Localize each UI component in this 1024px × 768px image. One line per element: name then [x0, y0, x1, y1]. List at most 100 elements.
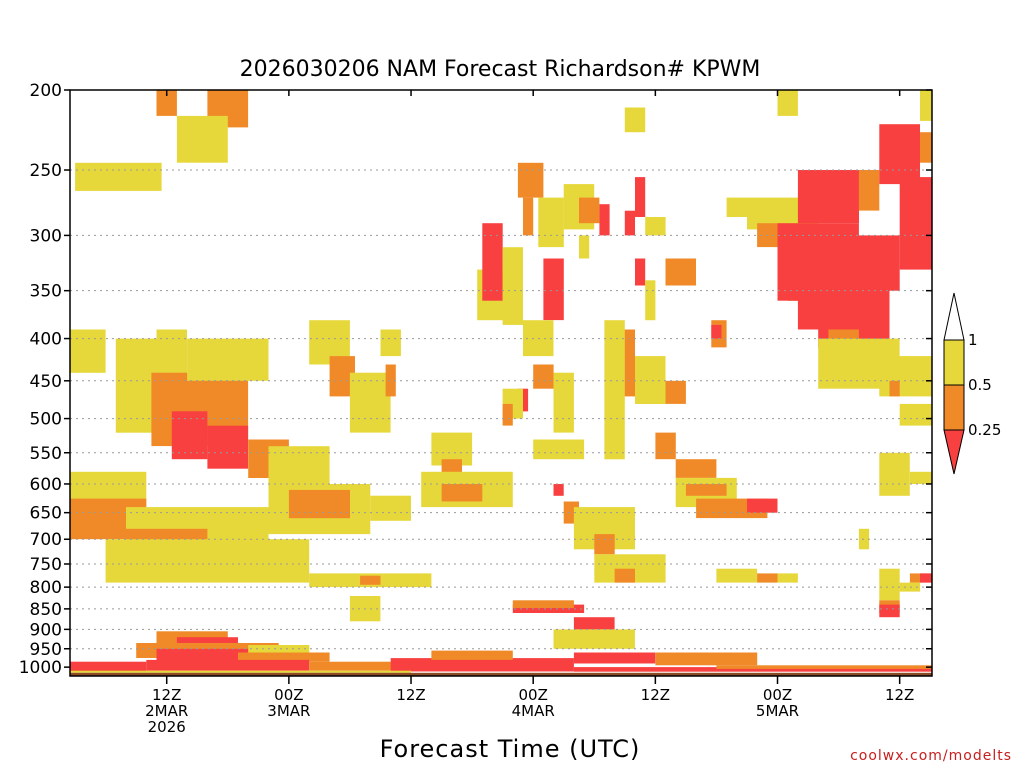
y-tick-label-750: 750: [30, 555, 62, 575]
heatmap-cell-47: [502, 403, 513, 426]
heatmap-cell-68: [635, 356, 666, 404]
heatmap-cell-39: [523, 197, 534, 236]
heatmap-cell-10: [207, 425, 249, 469]
heatmap-cell-112: [899, 582, 921, 592]
heatmap-cell-6: [115, 338, 157, 433]
heatmap-cell-0: [75, 162, 162, 191]
heatmap-cell-71: [675, 459, 717, 478]
heatmap-cells: [70, 90, 932, 673]
heatmap-cell-130: [573, 667, 932, 672]
heatmap-cell-96: [920, 132, 932, 163]
x-tick-label-0-1: 12Z: [152, 686, 181, 704]
heatmap-cell-59: [624, 107, 646, 133]
heatmap-cell-36: [482, 223, 503, 301]
heatmap-cell-123: [431, 650, 513, 660]
y-tick-label-850: 850: [30, 600, 62, 620]
y-tick-label-400: 400: [30, 330, 62, 350]
colorbar-top-triangle: [943, 292, 965, 341]
y-tick-label-900: 900: [30, 620, 62, 640]
heatmap-cell-81: [777, 573, 798, 583]
x-tick-label-2-1: 12Z: [396, 686, 425, 704]
heatmap-cell-93: [858, 170, 880, 211]
heatmap-cell-49: [579, 197, 600, 224]
heatmap-cell-100: [879, 356, 932, 397]
heatmap-cell-80: [757, 573, 778, 583]
heatmap-cell-53: [553, 484, 564, 496]
y-tick-label-600: 600: [30, 475, 62, 495]
x-axis-label: Forecast Time (UTC): [380, 735, 641, 763]
x-tick-label-0-3: 2026: [148, 718, 186, 736]
heatmap-cell-60: [635, 177, 646, 217]
colorbar-label-1: 1: [968, 331, 978, 349]
heatmap-cell-69: [665, 380, 686, 404]
heatmap-cell-23: [105, 539, 310, 583]
colorbar: 1 0.5 0.25: [943, 292, 1001, 475]
colorbar-label-0.25: 0.25: [968, 421, 1001, 439]
heatmap-cell-25: [288, 489, 350, 519]
heatmap-cell-113: [156, 631, 228, 643]
heatmap-cell-107: [879, 568, 900, 601]
heatmap-cell-67: [604, 320, 625, 460]
heatmap-cell-51: [579, 235, 590, 259]
x-tick-label-3-2: 4MAR: [512, 702, 555, 720]
heatmap-cell-61: [624, 210, 635, 236]
heatmap-cell-124: [512, 604, 585, 613]
heatmap-cell-127: [553, 629, 635, 649]
heatmap-cell-65: [645, 280, 656, 321]
heatmap-cell-58: [614, 568, 635, 583]
y-tick-label-450: 450: [30, 372, 62, 392]
heatmap-cell-62: [645, 217, 666, 236]
heatmap-cell-5: [70, 329, 106, 373]
heatmap-cell-34: [411, 573, 432, 588]
heatmap-cell-118: [238, 652, 330, 662]
heatmap-cell-17: [385, 364, 396, 397]
heatmap-cell-40: [538, 197, 564, 248]
heatmap-cell-64: [635, 258, 646, 286]
colorbar-label-0.5: 0.5: [968, 376, 992, 394]
x-tick-label-5-2: 5MAR: [756, 702, 799, 720]
y-tick-label-550: 550: [30, 444, 62, 464]
heatmap-cell-86: [797, 170, 859, 224]
colorbar-yellow: [943, 339, 965, 386]
heatmap-cell-78: [726, 197, 747, 217]
heatmap-cell-1: [156, 90, 177, 116]
heatmap-cell-120: [146, 659, 310, 671]
colorbar-bottom-triangle: [943, 429, 965, 475]
heatmap-cell-106: [858, 528, 870, 550]
surface-ground: [70, 672, 932, 676]
heatmap-cell-132: [70, 670, 411, 673]
x-tick-label-0-2: 2MAR: [145, 702, 188, 720]
heatmap-cell-28: [360, 575, 381, 585]
heatmap-cell-37: [502, 247, 523, 325]
heatmap-cell-75: [747, 498, 778, 513]
heatmap-cell-16: [380, 329, 401, 357]
heatmap-cell-38: [517, 162, 544, 198]
heatmap-cell-102: [899, 403, 932, 426]
heatmap-cell-41: [543, 258, 564, 321]
y-tick-label-200: 200: [30, 81, 62, 101]
plot-frame: [69, 89, 933, 677]
heatmap-cell-121: [309, 661, 411, 671]
surface-layer: [70, 672, 932, 676]
heatmap-cell-73: [685, 484, 727, 496]
heatmap-cell-52: [533, 439, 585, 460]
y-tick-label-1000: 1000: [19, 658, 62, 678]
y-tick-label-250: 250: [30, 161, 62, 181]
y-tick-label-500: 500: [30, 410, 62, 430]
y-tick-label-300: 300: [30, 226, 62, 246]
y-axis-ticks: 200 250 300 350 400 450 500 550 600 650 700 750 8008…: [19, 81, 932, 678]
heatmap-cell-50: [599, 204, 610, 236]
y-tick-label-800: 800: [30, 578, 62, 598]
x-tick-label-5-1: 00Z: [763, 686, 792, 704]
heatmap-cell-94: [899, 177, 932, 270]
heatmap-cell-82: [777, 90, 798, 116]
heatmap-cell-4: [176, 115, 228, 163]
y-tick-label-350: 350: [30, 282, 62, 302]
heatmap-cell-97: [920, 90, 932, 121]
heatmap-cell-109: [879, 604, 900, 618]
heatmap-cell-70: [655, 432, 676, 460]
heatmap-cell-56: [594, 534, 615, 555]
heatmap-cell-111: [920, 573, 932, 583]
